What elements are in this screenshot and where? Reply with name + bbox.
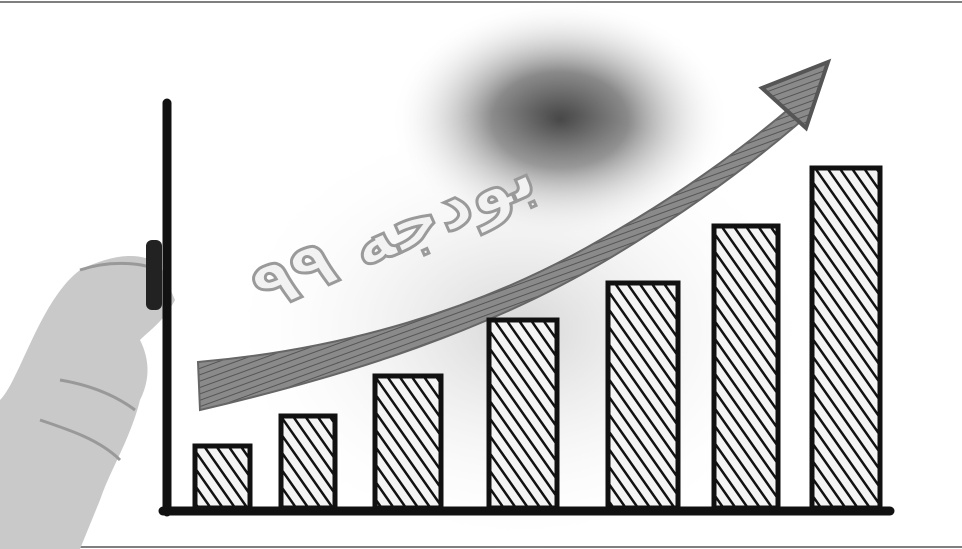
arrow-head: [758, 58, 832, 132]
hand-shape: [0, 255, 175, 549]
bar: [278, 413, 338, 511]
bar: [711, 223, 781, 511]
bar: [192, 443, 253, 511]
bar: [486, 317, 560, 511]
bars: [192, 165, 883, 511]
trend-arrow: [196, 58, 832, 412]
bar: [809, 165, 883, 511]
marker: [146, 240, 162, 310]
bar: [372, 373, 444, 511]
hand: [0, 240, 175, 549]
bar: [605, 280, 681, 511]
